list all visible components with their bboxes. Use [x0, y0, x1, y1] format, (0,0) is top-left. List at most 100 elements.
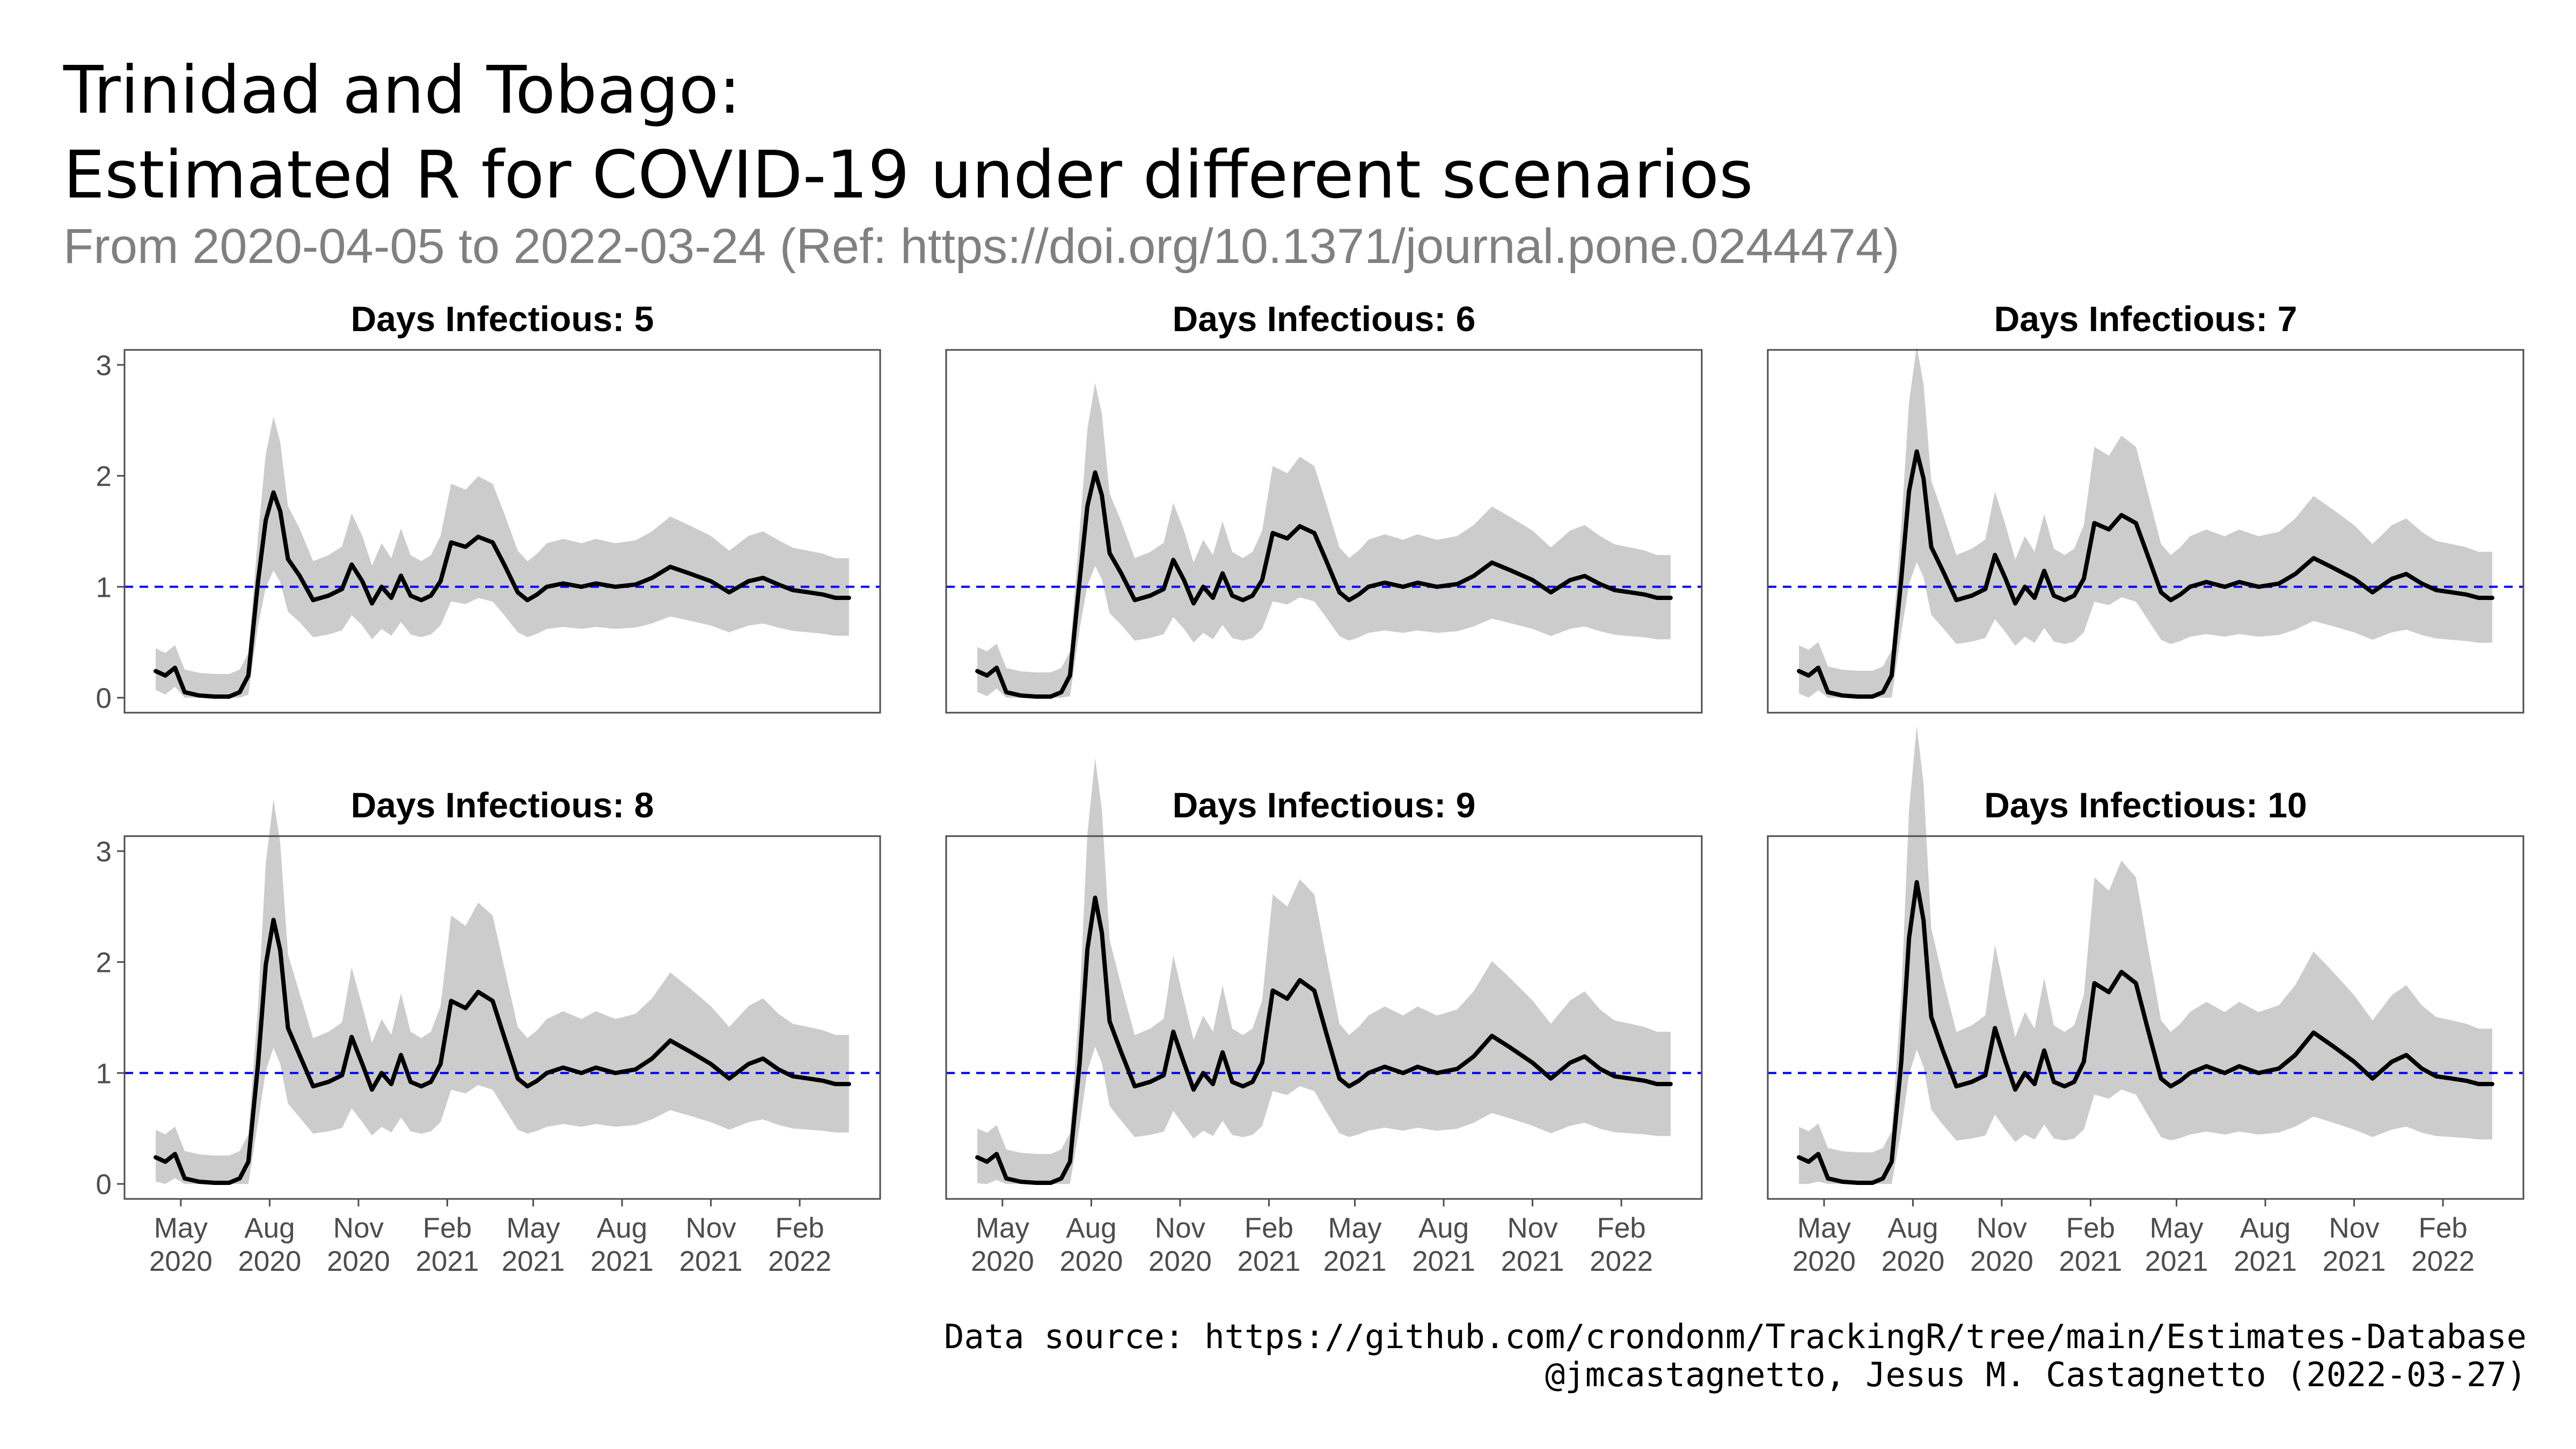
x-tick-label-line: 2021 [2234, 1246, 2297, 1277]
x-tick-label-line: Aug [1066, 1212, 1116, 1244]
y-tick-label: 2 [96, 947, 112, 979]
x-tick-label: Nov 2020 [327, 1212, 390, 1277]
panel-title: Days Infectious: 6 [1173, 299, 1476, 339]
x-tick-label: Feb 2022 [768, 1212, 831, 1277]
x-tick-label-line: 2022 [2411, 1246, 2475, 1277]
y-tick-label: 1 [96, 572, 112, 603]
r-estimate-line [975, 895, 1673, 1185]
x-tick-label-line: Nov [1155, 1212, 1206, 1244]
x-tick-label: May 2021 [502, 1212, 565, 1277]
x-tick-label-line: Nov [1977, 1212, 2028, 1244]
x-tick-label: May 2021 [1323, 1212, 1387, 1277]
x-tick-label-line: May [2150, 1212, 2204, 1244]
x-tick-label-line: May [154, 1212, 208, 1244]
x-tick-label-line: Feb [2066, 1212, 2115, 1244]
x-tick-label: May 2020 [149, 1212, 213, 1277]
x-tick-label: Aug 2021 [2234, 1212, 2297, 1277]
r-estimate-line [975, 470, 1673, 699]
x-tick-label-line: Nov [2329, 1212, 2380, 1244]
x-tick-label: May 2021 [2145, 1212, 2208, 1277]
r-estimate-line [153, 918, 851, 1185]
x-tick-label: Feb 2022 [2411, 1212, 2475, 1277]
panel-border [123, 349, 881, 714]
x-tick-label-line: 2021 [2145, 1246, 2208, 1277]
x-tick-label: Aug 2021 [1412, 1212, 1475, 1277]
x-tick-label-line: 2021 [502, 1246, 565, 1277]
x-tick-label: Nov 2020 [1970, 1212, 2033, 1277]
x-tick-label-line: Aug [597, 1212, 647, 1244]
facet-panels: Days Infectious: 5 0 1 2 3 Days Infectious: 6… [96, 299, 2524, 1277]
ci-ribbon [1799, 346, 2492, 698]
chart-title-line2: Estimated R for COVID-19 under different… [63, 137, 1753, 213]
ci-ribbon [156, 799, 849, 1184]
y-tick-label: 0 [96, 1169, 112, 1201]
x-tick-label: Feb 2021 [1237, 1212, 1300, 1277]
x-tick-label: May 2020 [971, 1212, 1034, 1277]
x-tick-label-line: 2021 [1412, 1246, 1475, 1277]
y-tick-label: 3 [96, 836, 112, 868]
ci-ribbon [977, 383, 1671, 698]
panel-title: Days Infectious: 5 [351, 299, 654, 339]
x-tick-label-line: Feb [2418, 1212, 2467, 1244]
facet-panel-5: Days Infectious: 5 0 1 2 3 [96, 299, 881, 714]
x-tick-label-line: Aug [2240, 1212, 2290, 1244]
y-tick-label: 0 [96, 683, 112, 714]
x-tick-label-line: 2021 [679, 1246, 743, 1277]
chart-title-line1: Trinidad and Tobago: [63, 52, 741, 128]
facet-panel-6: Days Infectious: 6 [945, 299, 1703, 714]
x-tick-label: Feb 2021 [2059, 1212, 2122, 1277]
x-tick-label: Aug 2021 [590, 1212, 654, 1277]
x-tick-label-line: 2021 [590, 1246, 654, 1277]
x-tick-label-line: May [1328, 1212, 1382, 1244]
x-tick-label-line: 2020 [1148, 1246, 1212, 1277]
x-tick-label-line: 2020 [1970, 1246, 2033, 1277]
x-tick-label: Feb 2021 [415, 1212, 479, 1277]
y-tick-label: 2 [96, 461, 112, 493]
r-estimate-line [1797, 880, 2494, 1185]
panel-title: Days Infectious: 9 [1173, 785, 1476, 825]
r-estimate-line [153, 490, 851, 699]
x-tick-label-line: 2020 [971, 1246, 1034, 1277]
x-tick-label: Nov 2021 [679, 1212, 743, 1277]
author-caption: @jmcastagnetto, Jesus M. Castagnetto (20… [1545, 1355, 2527, 1394]
panel-border [1767, 835, 2524, 1200]
x-tick-label-line: 2020 [238, 1246, 301, 1277]
x-tick-label-line: 2021 [415, 1246, 479, 1277]
x-tick-label-line: Nov [685, 1212, 736, 1244]
x-tick-label: Aug 2020 [238, 1212, 301, 1277]
x-tick-label-line: May [1797, 1212, 1851, 1244]
x-tick-label-line: Aug [244, 1212, 295, 1244]
x-tick-label: Nov 2021 [1501, 1212, 1564, 1277]
data-source-caption: Data source: https://github.com/crondonm… [944, 1317, 2527, 1356]
x-tick-label-line: May [507, 1212, 561, 1244]
x-tick-label-line: 2020 [1792, 1246, 1856, 1277]
x-tick-label-line: Nov [1507, 1212, 1558, 1244]
panel-title: Days Infectious: 8 [351, 785, 654, 825]
x-tick-label: Aug 2020 [1059, 1212, 1123, 1277]
panel-title: Days Infectious: 10 [1984, 785, 2307, 825]
x-tick-label: May 2020 [1792, 1212, 1856, 1277]
panel-border [123, 835, 881, 1200]
x-tick-label: Nov 2021 [2323, 1212, 2386, 1277]
x-tick-label: Feb 2022 [1590, 1212, 1653, 1277]
panel-title: Days Infectious: 7 [1994, 299, 2297, 339]
x-tick-label-line: Feb [775, 1212, 824, 1244]
x-tick-label-line: 2020 [149, 1246, 213, 1277]
r-estimate-line [1797, 449, 2494, 699]
x-tick-label-line: Feb [423, 1212, 472, 1244]
x-tick-label-line: May [976, 1212, 1030, 1244]
x-tick-label-line: Aug [1418, 1212, 1469, 1244]
panel-border [945, 349, 1703, 714]
x-tick-label-line: 2022 [768, 1246, 831, 1277]
y-tick-label: 1 [96, 1058, 112, 1089]
x-tick-label: Aug 2020 [1881, 1212, 1944, 1277]
x-tick-label-line: 2021 [2059, 1246, 2122, 1277]
x-tick-label: Nov 2020 [1148, 1212, 1212, 1277]
ci-ribbon [977, 758, 1671, 1184]
x-tick-label-line: Nov [333, 1212, 384, 1244]
facet-panel-7: Days Infectious: 7 [1767, 299, 2524, 714]
